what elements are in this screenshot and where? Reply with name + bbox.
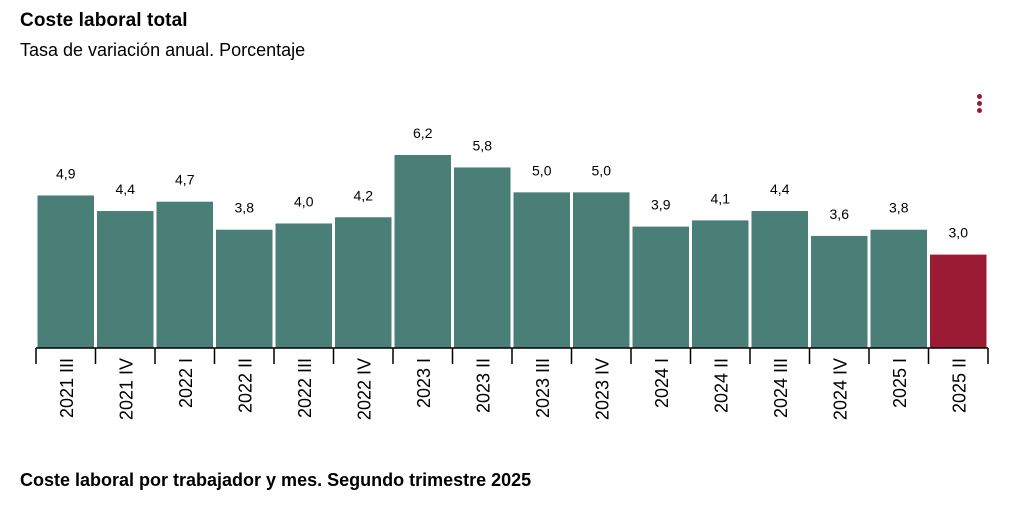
tick-label: 2023 IV — [592, 358, 612, 420]
tick-label: 2025 I — [890, 358, 910, 408]
bar — [454, 167, 511, 348]
tick-label: 2024 IV — [830, 358, 850, 420]
bar — [394, 155, 451, 348]
data-label: 3,8 — [889, 200, 909, 216]
bar — [811, 235, 868, 348]
tick-label: 2023 I — [414, 358, 434, 408]
bar — [632, 226, 689, 348]
data-label: 4,7 — [175, 172, 195, 188]
tick-label: 2025 II — [949, 358, 969, 413]
data-label: 4,2 — [354, 187, 374, 203]
data-label: 4,1 — [711, 190, 731, 206]
bar — [930, 254, 987, 348]
data-label: 3,8 — [235, 200, 255, 216]
data-label: 5,0 — [532, 162, 552, 178]
menu-dot — [977, 94, 982, 99]
data-label: 3,9 — [651, 197, 671, 213]
bar — [513, 192, 570, 348]
data-label: 4,0 — [294, 193, 314, 209]
data-label: 5,0 — [592, 162, 612, 178]
tick-label: 2022 II — [235, 358, 255, 413]
bar — [870, 229, 927, 348]
bar — [692, 220, 749, 348]
menu-dot — [977, 108, 982, 113]
menu-dot — [977, 101, 982, 106]
bar — [156, 201, 213, 348]
tick-label: 2024 III — [771, 358, 791, 418]
tick-label: 2023 II — [473, 358, 493, 413]
tick-label: 2023 III — [533, 358, 553, 418]
chart-title: Coste laboral total — [20, 10, 188, 31]
tick-label: 2021 III — [57, 358, 77, 418]
tick-label: 2022 IV — [354, 358, 374, 420]
bar — [97, 211, 154, 348]
tick-label: 2021 IV — [116, 358, 136, 420]
tick-label: 2022 III — [295, 358, 315, 418]
bar — [335, 217, 392, 348]
kebab-menu-icon[interactable] — [975, 92, 985, 116]
bar — [216, 229, 273, 348]
tick-label: 2024 II — [711, 358, 731, 413]
tick-label: 2024 I — [652, 358, 672, 408]
chart-subtitle: Tasa de variación anual. Porcentaje — [20, 40, 306, 60]
bar — [751, 211, 808, 348]
data-label: 4,9 — [56, 165, 76, 181]
data-label: 4,4 — [770, 181, 790, 197]
bar — [37, 195, 94, 348]
data-label: 5,8 — [473, 137, 493, 153]
bar — [275, 223, 332, 348]
data-label: 4,4 — [116, 181, 136, 197]
tick-label: 2022 I — [176, 358, 196, 408]
data-label: 3,6 — [830, 206, 850, 222]
bar — [573, 192, 630, 348]
data-label: 3,0 — [949, 225, 969, 241]
footer-title: Coste laboral por trabajador y mes. Segu… — [20, 470, 532, 490]
data-label: 6,2 — [413, 125, 433, 141]
bar-chart: 4,9 2021 III 4,4 2021 IV 4,7 2022 I 3,8 2022 II… — [35, 125, 989, 420]
